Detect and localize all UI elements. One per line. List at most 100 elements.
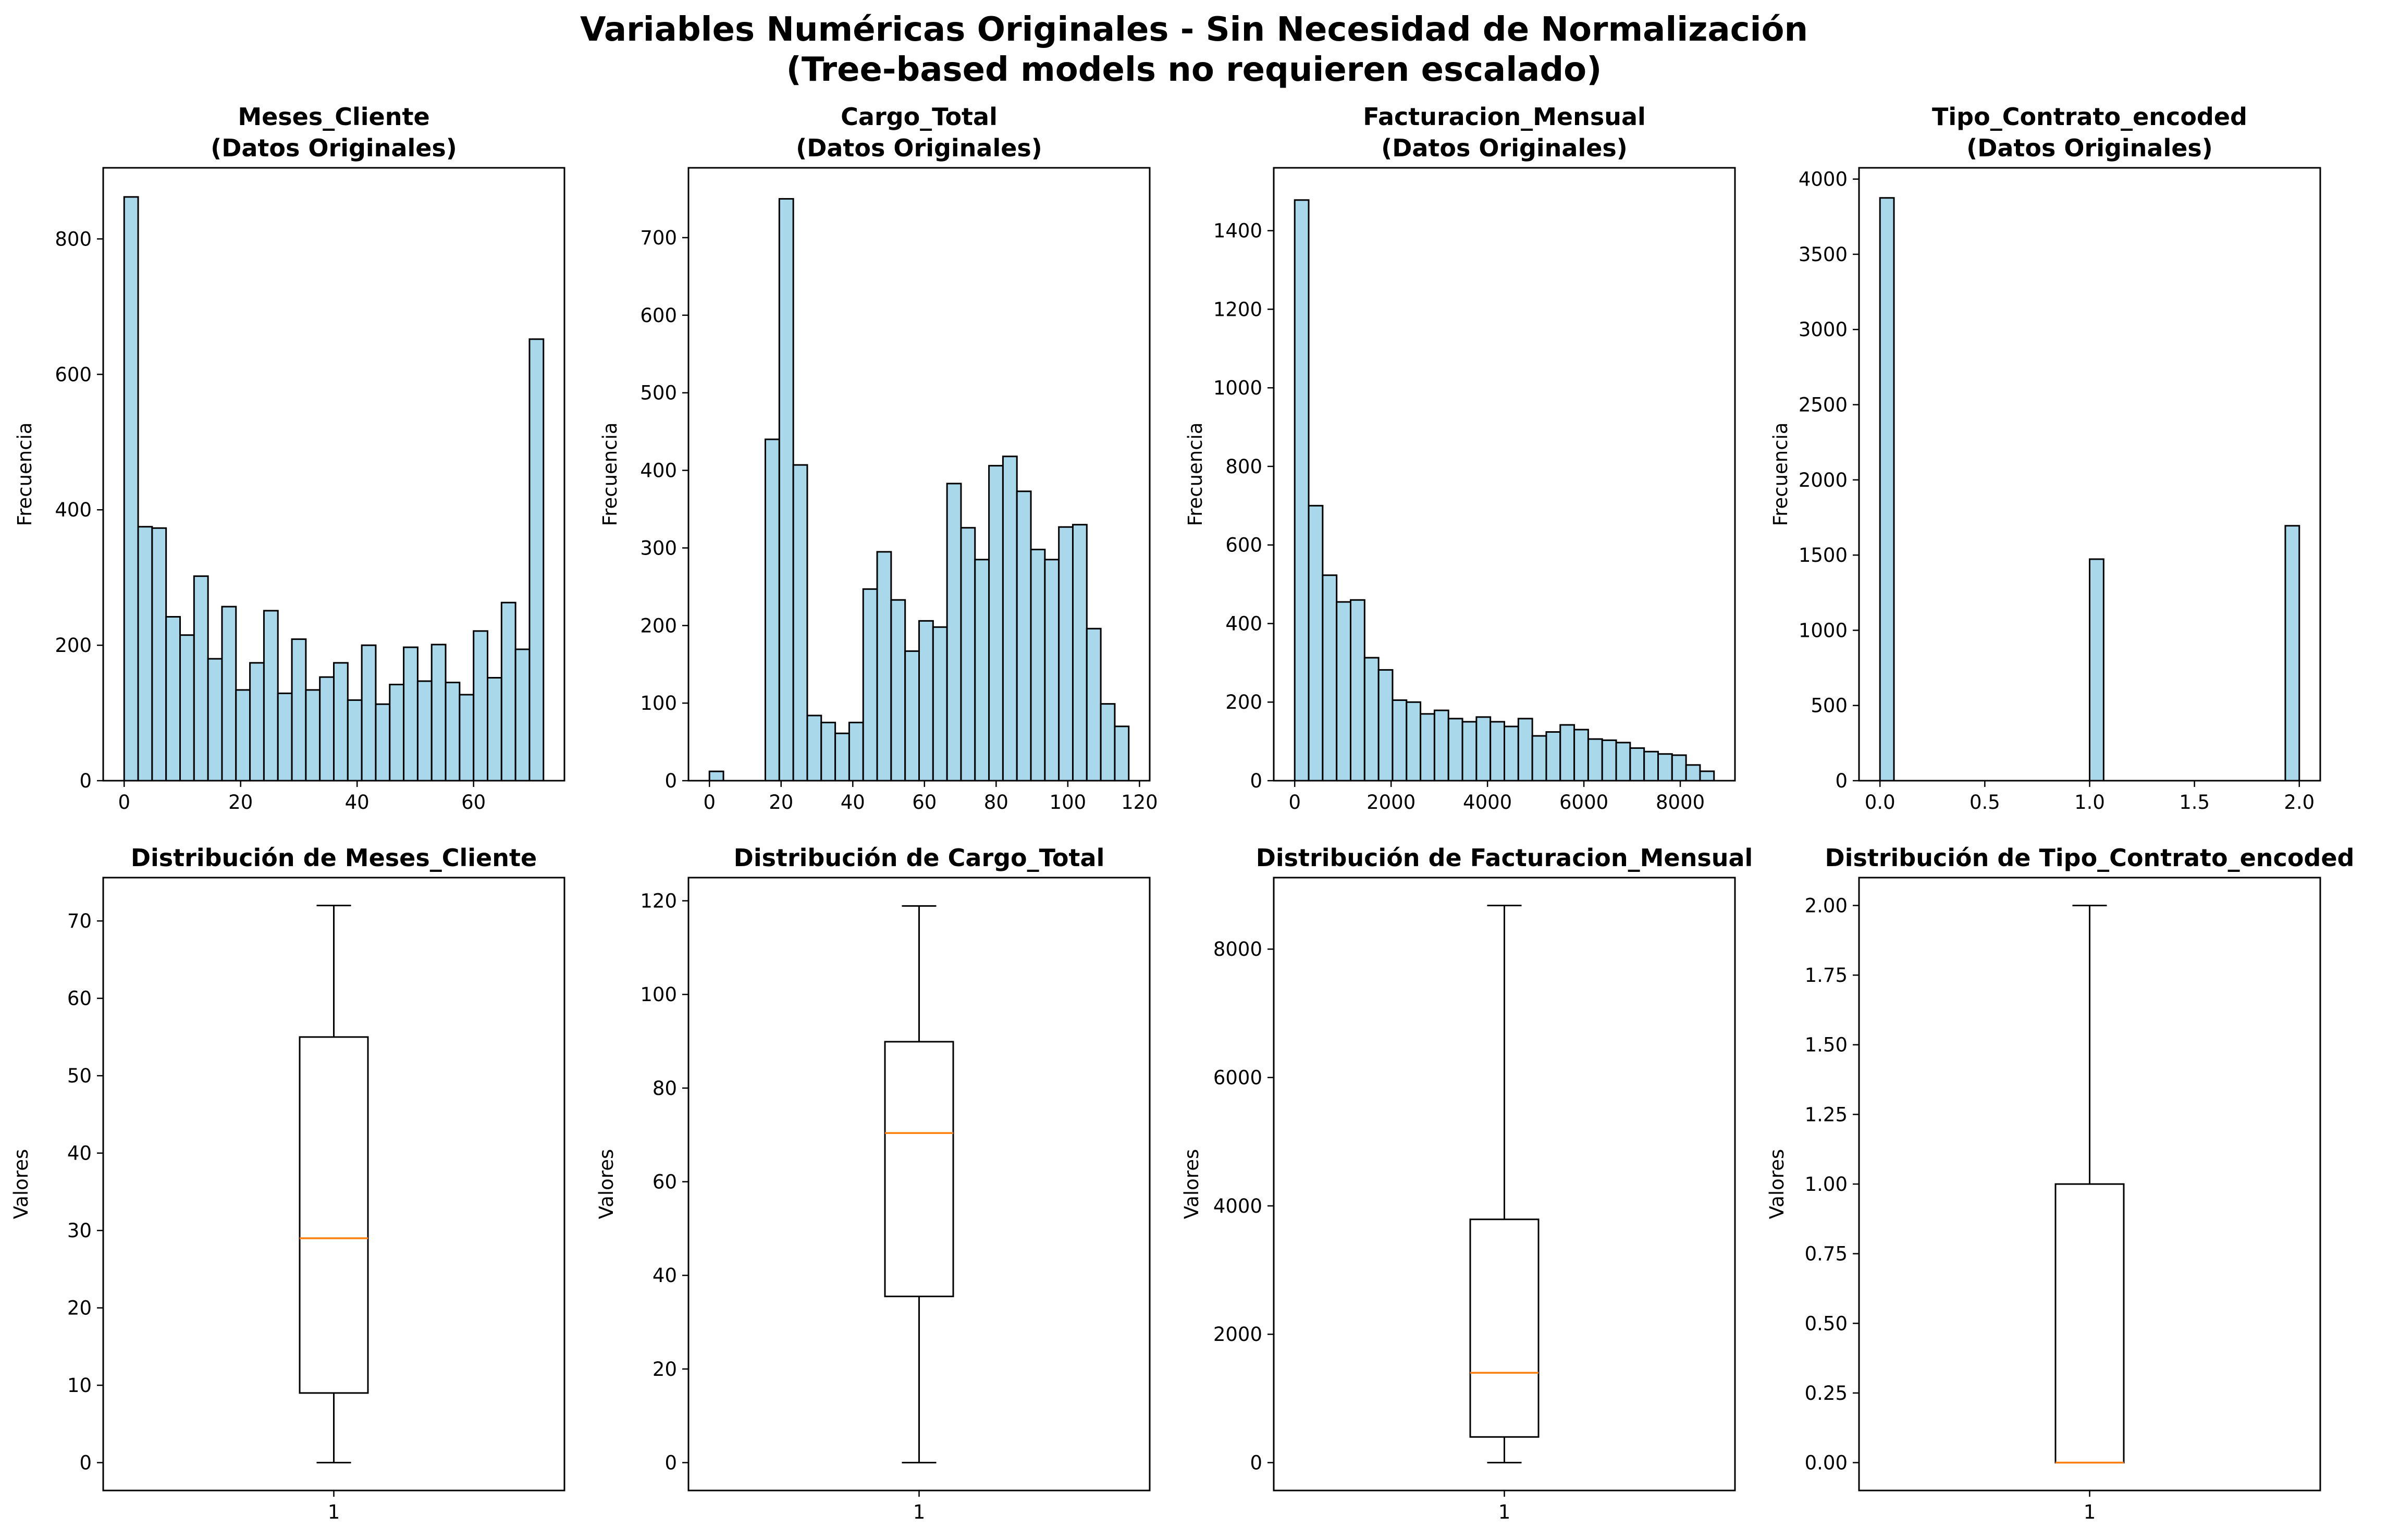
x-tick-label: 40: [345, 791, 370, 814]
y-tick-label: 800: [1225, 455, 1262, 478]
y-axis-label: Valores: [1766, 1149, 1788, 1219]
panel-title: Cargo_Total: [841, 103, 998, 131]
panel-5: Distribución de Meses_Cliente Valores 0 10 2…: [10, 844, 565, 1523]
histogram-bar: [708, 770, 724, 782]
histogram-bar: [1475, 716, 1492, 782]
histogram-bar: [848, 721, 864, 782]
panel-2: Cargo_Total (Datos Originales) Frecuencia 0…: [599, 103, 1158, 814]
panel-title: Distribución de Meses_Cliente: [131, 844, 537, 872]
y-tick-label: 4000: [1799, 168, 1848, 191]
histogram-bar: [500, 601, 516, 782]
panel-title: (Datos Originales): [1381, 134, 1628, 162]
y-tick-label: 4000: [1213, 1195, 1262, 1217]
y-tick-label: 200: [1225, 691, 1262, 713]
y-tick-label: 30: [67, 1219, 92, 1242]
histogram-bar: [277, 692, 293, 782]
x-tick-label: 8000: [1656, 791, 1705, 814]
histogram-bar: [1504, 725, 1519, 782]
y-axis-label: Frecuencia: [14, 422, 36, 526]
histogram-bar: [960, 527, 976, 782]
histogram-bar: [459, 694, 475, 782]
histogram-bar: [1573, 729, 1589, 782]
x-tick-label: 40: [841, 791, 865, 814]
histogram-bar: [1086, 627, 1102, 782]
y-tick-label: 2.00: [1805, 894, 1848, 917]
histogram-bar: [389, 683, 405, 782]
y-tick-label: 120: [640, 890, 677, 912]
y-tick-label: 2000: [1799, 469, 1848, 491]
x-tick-label: 0: [118, 791, 130, 814]
y-tick-label: 20: [67, 1297, 92, 1320]
y-tick-label: 40: [67, 1142, 92, 1165]
y-tick-label: 100: [640, 983, 677, 1006]
panel-title: Distribución de Cargo_Total: [734, 844, 1105, 872]
panel-title: Distribución de Tipo_Contrato_encoded: [1825, 844, 2355, 872]
y-tick-label: 0: [1250, 1452, 1262, 1474]
y-tick-label: 200: [640, 614, 677, 637]
histogram-bar: [207, 658, 223, 782]
histogram-bar: [333, 662, 349, 782]
histogram-bar: [932, 626, 948, 782]
y-tick-label: 0.50: [1805, 1312, 1848, 1335]
histogram-bar: [1490, 721, 1506, 782]
box-iqr: [299, 1036, 369, 1394]
x-tick-label: 80: [984, 791, 1008, 814]
histogram-bar: [1879, 197, 1895, 782]
histogram-bar: [235, 689, 251, 782]
histogram-bar: [137, 526, 153, 782]
y-axis-label: Valores: [1180, 1149, 1203, 1219]
histogram-bar: [1671, 754, 1687, 782]
histogram-bar: [291, 638, 307, 782]
y-tick-label: 1.50: [1805, 1034, 1848, 1056]
y-tick-label: 0: [1835, 770, 1848, 792]
axes-frame: [102, 167, 565, 782]
histogram-bar: [375, 703, 391, 782]
axes-frame: [1858, 167, 2321, 782]
y-tick-label: 1400: [1213, 220, 1262, 242]
y-tick-label: 50: [67, 1065, 92, 1087]
panel-3: Facturacion_Mensual (Datos Originales) Fre…: [1184, 103, 1736, 814]
y-tick-label: 0: [79, 1452, 92, 1474]
histogram-bar: [765, 438, 780, 782]
y-tick-label: 1.75: [1805, 964, 1848, 987]
histogram-bar: [904, 650, 920, 782]
x-tick-label: 100: [1050, 791, 1087, 814]
histogram-bar: [1461, 721, 1478, 782]
histogram-bar: [1002, 455, 1018, 782]
histogram-bar: [1587, 738, 1603, 782]
histogram-bar: [806, 714, 822, 782]
panel-title: Distribución de Facturacion_Mensual: [1256, 844, 1753, 872]
histogram-bar: [1114, 725, 1130, 782]
y-tick-label: 20: [653, 1358, 677, 1381]
histogram-bar: [1447, 718, 1463, 782]
axes-frame: [687, 167, 1151, 782]
histogram-bar: [974, 559, 990, 782]
axes-frame: [1273, 877, 1736, 1492]
histogram-bar: [1699, 770, 1715, 782]
histogram-bar: [1517, 718, 1533, 782]
histogram-bar: [2089, 558, 2104, 782]
histogram-bar: [1030, 548, 1046, 782]
y-tick-label: 0.75: [1805, 1243, 1848, 1265]
y-tick-label: 200: [55, 634, 92, 657]
y-tick-label: 500: [640, 382, 677, 404]
histogram-bar: [1308, 504, 1324, 782]
panel-title: (Datos Originales): [796, 134, 1042, 162]
x-tick-label: 0: [1288, 791, 1301, 814]
histogram-bar: [1643, 750, 1659, 782]
y-tick-label: 600: [55, 363, 92, 386]
histogram-bar: [179, 634, 195, 782]
panel-1: Meses_Cliente (Datos Originales) Frecuenci…: [14, 103, 565, 814]
panel-title: Tipo_Contrato_encoded: [1932, 103, 2247, 131]
y-tick-label: 2500: [1799, 394, 1848, 416]
box-iqr: [1469, 1218, 1540, 1438]
histogram-bar: [862, 588, 878, 782]
histogram-bar: [1406, 701, 1422, 782]
histogram-bar: [890, 599, 906, 782]
histogram-bar: [487, 676, 502, 782]
histogram-bar: [445, 682, 461, 782]
x-tick-label: 4000: [1463, 791, 1512, 814]
histogram-bar: [918, 620, 934, 782]
histogram-bar: [1058, 526, 1074, 782]
